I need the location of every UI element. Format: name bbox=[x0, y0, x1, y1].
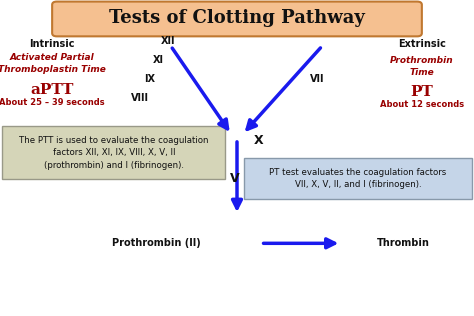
Text: Prothrombin
Time: Prothrombin Time bbox=[390, 56, 454, 77]
Text: About 25 – 39 seconds: About 25 – 39 seconds bbox=[0, 98, 105, 107]
Text: Thrombin: Thrombin bbox=[376, 238, 429, 248]
Text: V: V bbox=[230, 172, 239, 185]
Text: VIII: VIII bbox=[131, 93, 149, 103]
Text: PT test evaluates the coagulation factors
VII, X, V, II, and I (fibrinogen).: PT test evaluates the coagulation factor… bbox=[269, 168, 447, 189]
FancyBboxPatch shape bbox=[2, 126, 225, 179]
Text: The PTT is used to evaluate the coagulation
factors XII, XI, IX, VIII, X, V, II
: The PTT is used to evaluate the coagulat… bbox=[19, 136, 209, 170]
Text: About 12 seconds: About 12 seconds bbox=[380, 100, 464, 109]
Text: Extrinsic: Extrinsic bbox=[398, 39, 446, 49]
Text: X: X bbox=[254, 134, 263, 147]
Text: Intrinsic: Intrinsic bbox=[29, 39, 75, 49]
Text: Prothrombin (II): Prothrombin (II) bbox=[112, 238, 201, 248]
Text: aPTT: aPTT bbox=[30, 83, 74, 97]
Text: Activated Partial
Thromboplastin Time: Activated Partial Thromboplastin Time bbox=[0, 53, 106, 74]
Text: Tests of Clotting Pathway: Tests of Clotting Pathway bbox=[109, 9, 365, 27]
Text: XI: XI bbox=[153, 55, 164, 65]
Text: PT: PT bbox=[410, 85, 433, 99]
FancyBboxPatch shape bbox=[52, 2, 422, 36]
Text: IX: IX bbox=[144, 74, 155, 84]
Text: VII: VII bbox=[310, 74, 325, 84]
FancyBboxPatch shape bbox=[244, 158, 472, 199]
Text: XII: XII bbox=[161, 36, 175, 46]
